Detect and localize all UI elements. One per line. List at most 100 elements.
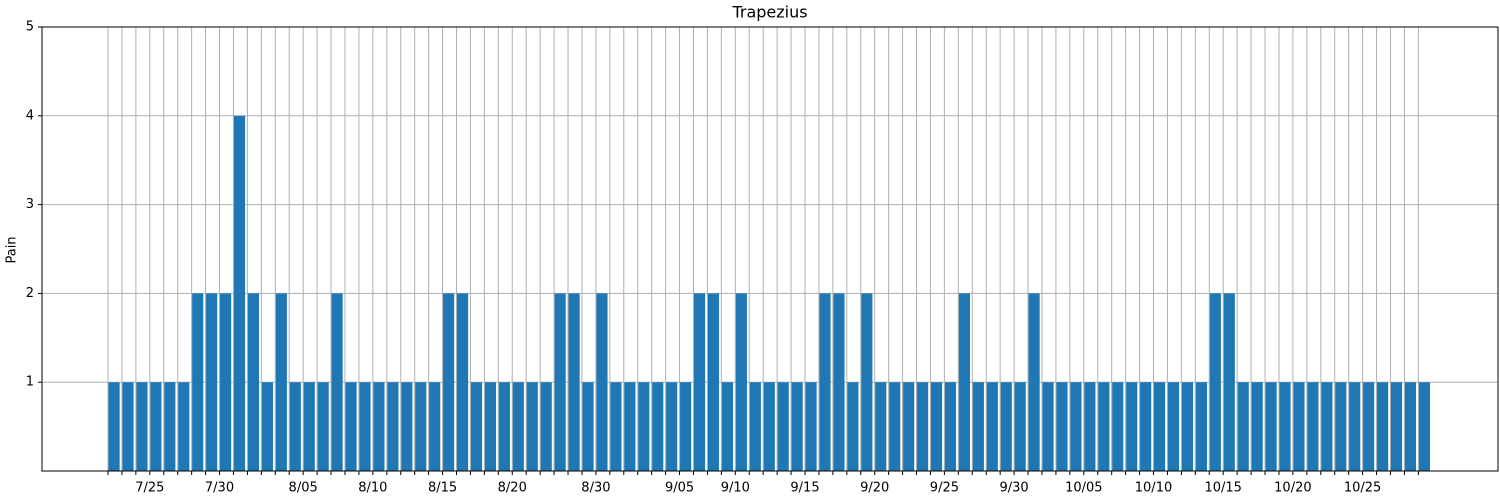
bar	[136, 382, 148, 471]
bar	[289, 382, 301, 471]
bar	[470, 382, 483, 471]
y-tick-label: 4	[26, 108, 34, 123]
y-tick-label: 1	[26, 375, 34, 390]
bar	[1140, 382, 1152, 471]
bar	[1042, 382, 1054, 471]
bar	[1251, 382, 1263, 471]
bar	[596, 293, 608, 471]
bar	[1404, 382, 1417, 471]
bar	[1265, 382, 1277, 471]
bar	[331, 293, 343, 471]
bar	[986, 382, 998, 471]
y-axis-label: Pain	[5, 236, 20, 263]
bar	[401, 382, 413, 471]
bar	[415, 382, 427, 471]
bar	[317, 382, 329, 471]
bar	[1126, 382, 1138, 471]
x-tick-label: 8/10	[358, 481, 387, 496]
bar	[944, 382, 957, 471]
bar	[1056, 382, 1068, 471]
bar	[791, 382, 803, 471]
y-tick-label: 2	[26, 286, 34, 301]
y-tick-label: 3	[26, 197, 34, 212]
x-tick-label: 9/05	[665, 481, 694, 496]
bar	[1014, 382, 1026, 471]
x-tick-label: 10/10	[1135, 481, 1172, 496]
bar	[526, 382, 538, 471]
bar	[819, 293, 831, 471]
chart-title: Trapezius	[731, 3, 807, 22]
bar	[1418, 382, 1431, 471]
bar	[568, 293, 580, 471]
bar	[1237, 382, 1249, 471]
bar	[164, 382, 176, 471]
bar	[680, 382, 692, 471]
bar	[721, 382, 734, 471]
bar	[1377, 382, 1389, 471]
bar	[1181, 382, 1194, 471]
bar	[833, 293, 845, 471]
bar	[512, 382, 524, 471]
bar	[903, 382, 915, 471]
bar	[429, 382, 441, 471]
bar	[875, 382, 887, 471]
bar	[122, 382, 134, 471]
bar	[666, 382, 678, 471]
bar	[1390, 382, 1403, 471]
bar	[958, 293, 970, 471]
bar	[1154, 382, 1166, 471]
x-tick-label: 8/15	[428, 481, 457, 496]
y-tick-label: 5	[26, 20, 34, 35]
plot-frame	[41, 26, 1499, 472]
bar	[540, 382, 552, 471]
bar	[1028, 293, 1040, 471]
bar	[917, 382, 929, 471]
bar	[108, 382, 120, 471]
bar	[387, 382, 399, 471]
bar	[484, 382, 497, 471]
bar	[275, 293, 287, 471]
bar	[610, 382, 622, 471]
bar	[1084, 382, 1096, 471]
bar	[1000, 382, 1012, 471]
bar	[652, 382, 664, 471]
x-tick-label: 10/15	[1204, 481, 1241, 496]
bar	[1167, 382, 1180, 471]
bar	[1321, 382, 1333, 471]
x-tick-label: 7/30	[205, 481, 234, 496]
x-tick-label: 8/05	[289, 481, 318, 496]
bar	[707, 293, 720, 471]
bar	[220, 293, 232, 471]
bar	[178, 382, 190, 471]
bar	[763, 382, 775, 471]
bar	[303, 382, 315, 471]
bar	[373, 382, 385, 471]
bar	[1209, 293, 1221, 471]
bar	[1335, 382, 1347, 471]
x-tick-label: 8/30	[581, 481, 610, 496]
x-tick-label: 9/20	[860, 481, 889, 496]
bar	[192, 293, 204, 471]
bar	[847, 382, 859, 471]
bar	[498, 382, 510, 471]
bar	[150, 382, 162, 471]
bar	[206, 293, 218, 471]
bar	[1195, 382, 1207, 471]
bar	[1293, 382, 1305, 471]
bar	[554, 293, 566, 471]
bar	[1223, 293, 1235, 471]
x-tick-label: 7/25	[135, 481, 164, 496]
x-tick-label: 8/20	[498, 481, 527, 496]
bar	[1098, 382, 1110, 471]
bar	[582, 382, 594, 471]
bar	[889, 382, 901, 471]
bar	[1070, 382, 1082, 471]
bar	[749, 382, 761, 471]
bar	[930, 382, 943, 471]
x-tick-label: 9/30	[999, 481, 1028, 496]
bar	[972, 382, 984, 471]
bar	[693, 293, 706, 471]
bar	[1349, 382, 1361, 471]
bar	[345, 382, 357, 471]
